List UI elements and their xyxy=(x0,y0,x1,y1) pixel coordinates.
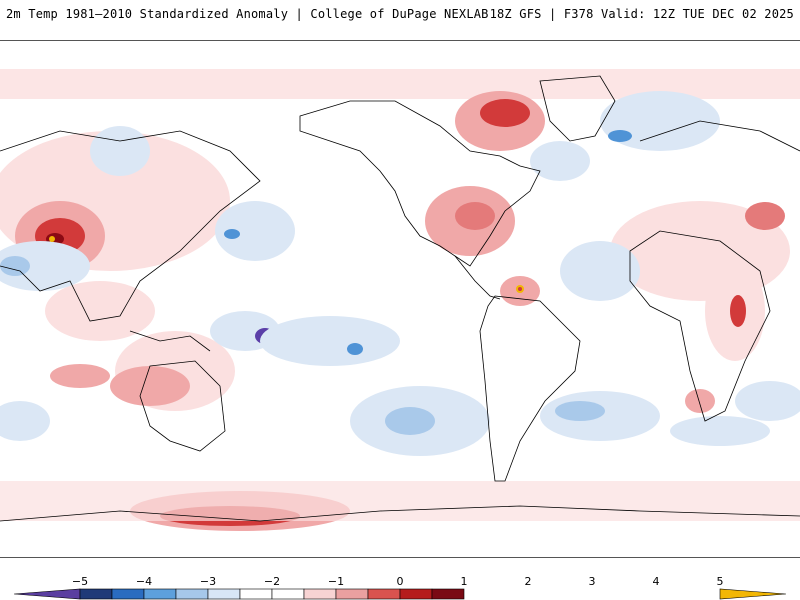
colorbar-segment xyxy=(207,588,241,600)
colorbar-segment xyxy=(399,588,433,600)
colorbar-segment xyxy=(431,588,465,600)
colorbar-segment xyxy=(79,588,113,600)
warm-anomaly-layer xyxy=(0,69,800,531)
header: 2m Temp 1981–2010 Standardized Anomaly |… xyxy=(0,0,800,30)
colorbar-scale xyxy=(13,588,787,600)
colorbar-high-extension xyxy=(719,588,787,600)
colorbar-segment xyxy=(143,588,177,600)
colorbar-tick-label: −2 xyxy=(263,575,281,588)
model-run-label: 18Z GFS | F378 Valid: 12Z TUE DEC 02 202… xyxy=(489,7,794,21)
colorbar-segment xyxy=(111,588,145,600)
colorbar-low-extension xyxy=(13,588,81,600)
colorbar-segment xyxy=(303,588,337,600)
colorbar-tick-label: −5 xyxy=(71,575,89,588)
map-svg xyxy=(0,69,800,531)
colorbar-tick-label: 1 xyxy=(460,575,468,588)
colorbar-tick-label: 3 xyxy=(588,575,596,588)
colorbar-tick-label: 0 xyxy=(396,575,404,588)
colorbar-tick-label: 4 xyxy=(652,575,660,588)
colorbar-tick-label: 5 xyxy=(716,575,724,588)
colorbar-segment xyxy=(175,588,209,600)
colorbar-tick-label: −3 xyxy=(199,575,217,588)
colorbar-segment xyxy=(335,588,369,600)
colorbar-segment xyxy=(367,588,401,600)
colorbar-tick-label: −1 xyxy=(327,575,345,588)
colorbar-segment xyxy=(239,588,273,600)
colorbar-tick-label: −4 xyxy=(135,575,153,588)
extreme-markers xyxy=(49,236,524,293)
colorbar-tick-label: 2 xyxy=(524,575,532,588)
colorbar: −5 −4 −3 −2 −1 0 1 2 3 4 5 xyxy=(0,570,800,600)
map-title: 2m Temp 1981–2010 Standardized Anomaly |… xyxy=(6,7,489,21)
cool-anomaly-layer xyxy=(0,91,800,456)
anomaly-map[interactable] xyxy=(0,40,800,558)
colorbar-segment xyxy=(271,588,305,600)
coastlines xyxy=(0,75,800,522)
